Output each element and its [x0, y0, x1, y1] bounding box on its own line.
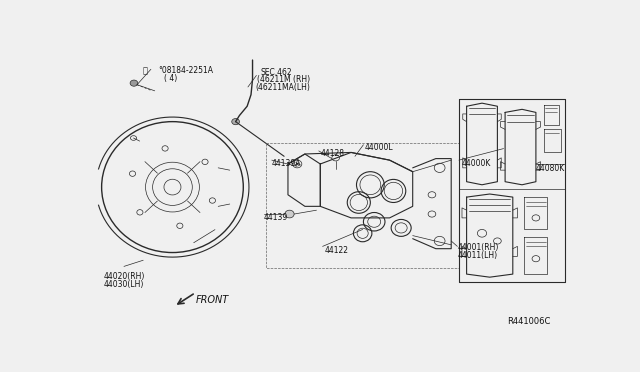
Text: 44122: 44122: [324, 246, 348, 256]
Ellipse shape: [232, 119, 239, 125]
Text: °08184-2251A: °08184-2251A: [159, 66, 214, 75]
Text: 44000K: 44000K: [462, 158, 492, 168]
Text: 44139: 44139: [264, 212, 289, 221]
Text: FRONT: FRONT: [196, 295, 229, 305]
Text: 44128: 44128: [320, 148, 344, 158]
Text: 44030(LH): 44030(LH): [103, 280, 143, 289]
Text: (46211MA(LH): (46211MA(LH): [255, 83, 310, 92]
Text: 44000L: 44000L: [365, 143, 394, 152]
Ellipse shape: [285, 210, 294, 218]
Text: SEC.462: SEC.462: [260, 68, 292, 77]
Text: 44001(RH): 44001(RH): [458, 243, 499, 252]
Text: 44020(RH): 44020(RH): [103, 272, 145, 281]
Text: Ⓑ: Ⓑ: [142, 66, 147, 75]
Text: 44011(LH): 44011(LH): [458, 251, 497, 260]
Ellipse shape: [130, 80, 138, 86]
Text: (46211M (RH): (46211M (RH): [257, 76, 310, 84]
Text: 44139A: 44139A: [272, 158, 301, 168]
Text: R441006C: R441006C: [507, 317, 550, 326]
Text: 44080K: 44080K: [536, 164, 565, 173]
Text: ( 4): ( 4): [164, 74, 177, 83]
